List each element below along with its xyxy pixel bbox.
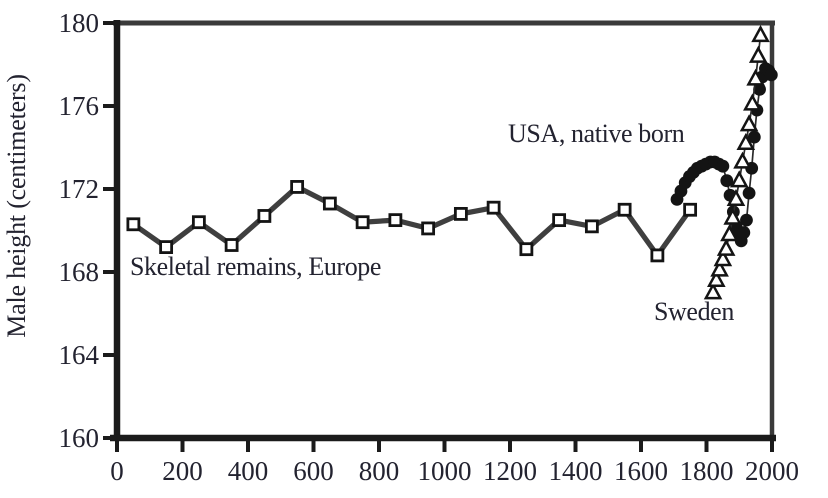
filled-circle-marker bbox=[753, 83, 766, 96]
y-tick-label: 172 bbox=[59, 174, 100, 204]
filled-circle-marker bbox=[747, 130, 761, 144]
x-tick-label: 1800 bbox=[680, 456, 734, 486]
x-tick-label: 1000 bbox=[418, 456, 472, 486]
filled-circle-marker bbox=[764, 68, 778, 82]
open-triangle-marker bbox=[716, 238, 736, 256]
x-tick-label: 400 bbox=[228, 456, 269, 486]
open-triangle-marker bbox=[746, 68, 765, 86]
x-tick-label: 1400 bbox=[549, 456, 603, 486]
x-tick-label: 0 bbox=[110, 456, 124, 486]
y-tick-label: 160 bbox=[59, 423, 100, 453]
filled-circle-marker bbox=[740, 213, 753, 227]
filled-circle-marker bbox=[720, 174, 734, 188]
open-triangle-marker bbox=[710, 259, 729, 277]
open-triangle-marker bbox=[726, 188, 746, 207]
open-square-marker bbox=[486, 200, 501, 215]
x-tick-label: 200 bbox=[162, 456, 203, 486]
series-line-0 bbox=[131, 183, 693, 260]
annotation-usa-native-born: USA, native born bbox=[508, 119, 685, 148]
open-triangle-marker bbox=[748, 45, 768, 63]
y-tick-label: 180 bbox=[59, 8, 100, 38]
open-square-marker bbox=[617, 202, 632, 217]
open-square-marker bbox=[421, 221, 436, 236]
annotation-sweden: Sweden bbox=[654, 297, 734, 326]
open-triangle-marker bbox=[703, 282, 723, 300]
x-tick-label: 2000 bbox=[745, 456, 799, 486]
y-tick-label: 164 bbox=[59, 340, 100, 370]
x-tick-label: 1600 bbox=[614, 456, 668, 486]
open-square-marker bbox=[191, 215, 206, 230]
open-square-marker bbox=[683, 202, 698, 217]
open-square-marker bbox=[355, 215, 370, 230]
x-tick-label: 800 bbox=[359, 456, 400, 486]
annotation-skeletal-remains-europe: Skeletal remains, Europe bbox=[130, 252, 382, 281]
open-triangle-marker bbox=[720, 224, 739, 242]
y-axis-title: Male height (centimeters) bbox=[2, 74, 31, 338]
open-square-marker bbox=[159, 240, 174, 255]
open-square-marker bbox=[552, 213, 567, 228]
open-square-marker bbox=[650, 248, 665, 263]
filled-circle-marker bbox=[737, 226, 751, 239]
open-square-marker bbox=[257, 209, 272, 223]
open-square-marker bbox=[322, 196, 337, 211]
open-square-marker bbox=[584, 219, 599, 234]
open-triangle-marker bbox=[713, 249, 733, 267]
open-triangle-marker bbox=[739, 114, 759, 132]
open-square-marker bbox=[519, 242, 534, 257]
filled-circle-marker bbox=[716, 159, 730, 173]
y-tick-label: 176 bbox=[59, 91, 100, 121]
x-tick-label: 600 bbox=[293, 456, 334, 486]
open-triangle-marker bbox=[751, 25, 770, 43]
y-tick-label: 168 bbox=[59, 257, 100, 287]
open-square-marker bbox=[388, 213, 403, 228]
open-square-marker bbox=[224, 238, 239, 252]
open-triangle-marker bbox=[733, 151, 752, 169]
open-square-marker bbox=[453, 206, 468, 221]
open-triangle-marker bbox=[729, 170, 749, 188]
open-triangle-marker bbox=[743, 93, 762, 111]
open-square-marker bbox=[290, 180, 305, 194]
open-triangle-marker bbox=[736, 132, 756, 150]
open-square-marker bbox=[126, 217, 141, 232]
open-triangle-marker bbox=[723, 207, 743, 225]
x-tick-label: 1200 bbox=[483, 456, 537, 486]
open-triangle-marker bbox=[707, 269, 726, 287]
filled-circle-marker bbox=[742, 186, 756, 200]
